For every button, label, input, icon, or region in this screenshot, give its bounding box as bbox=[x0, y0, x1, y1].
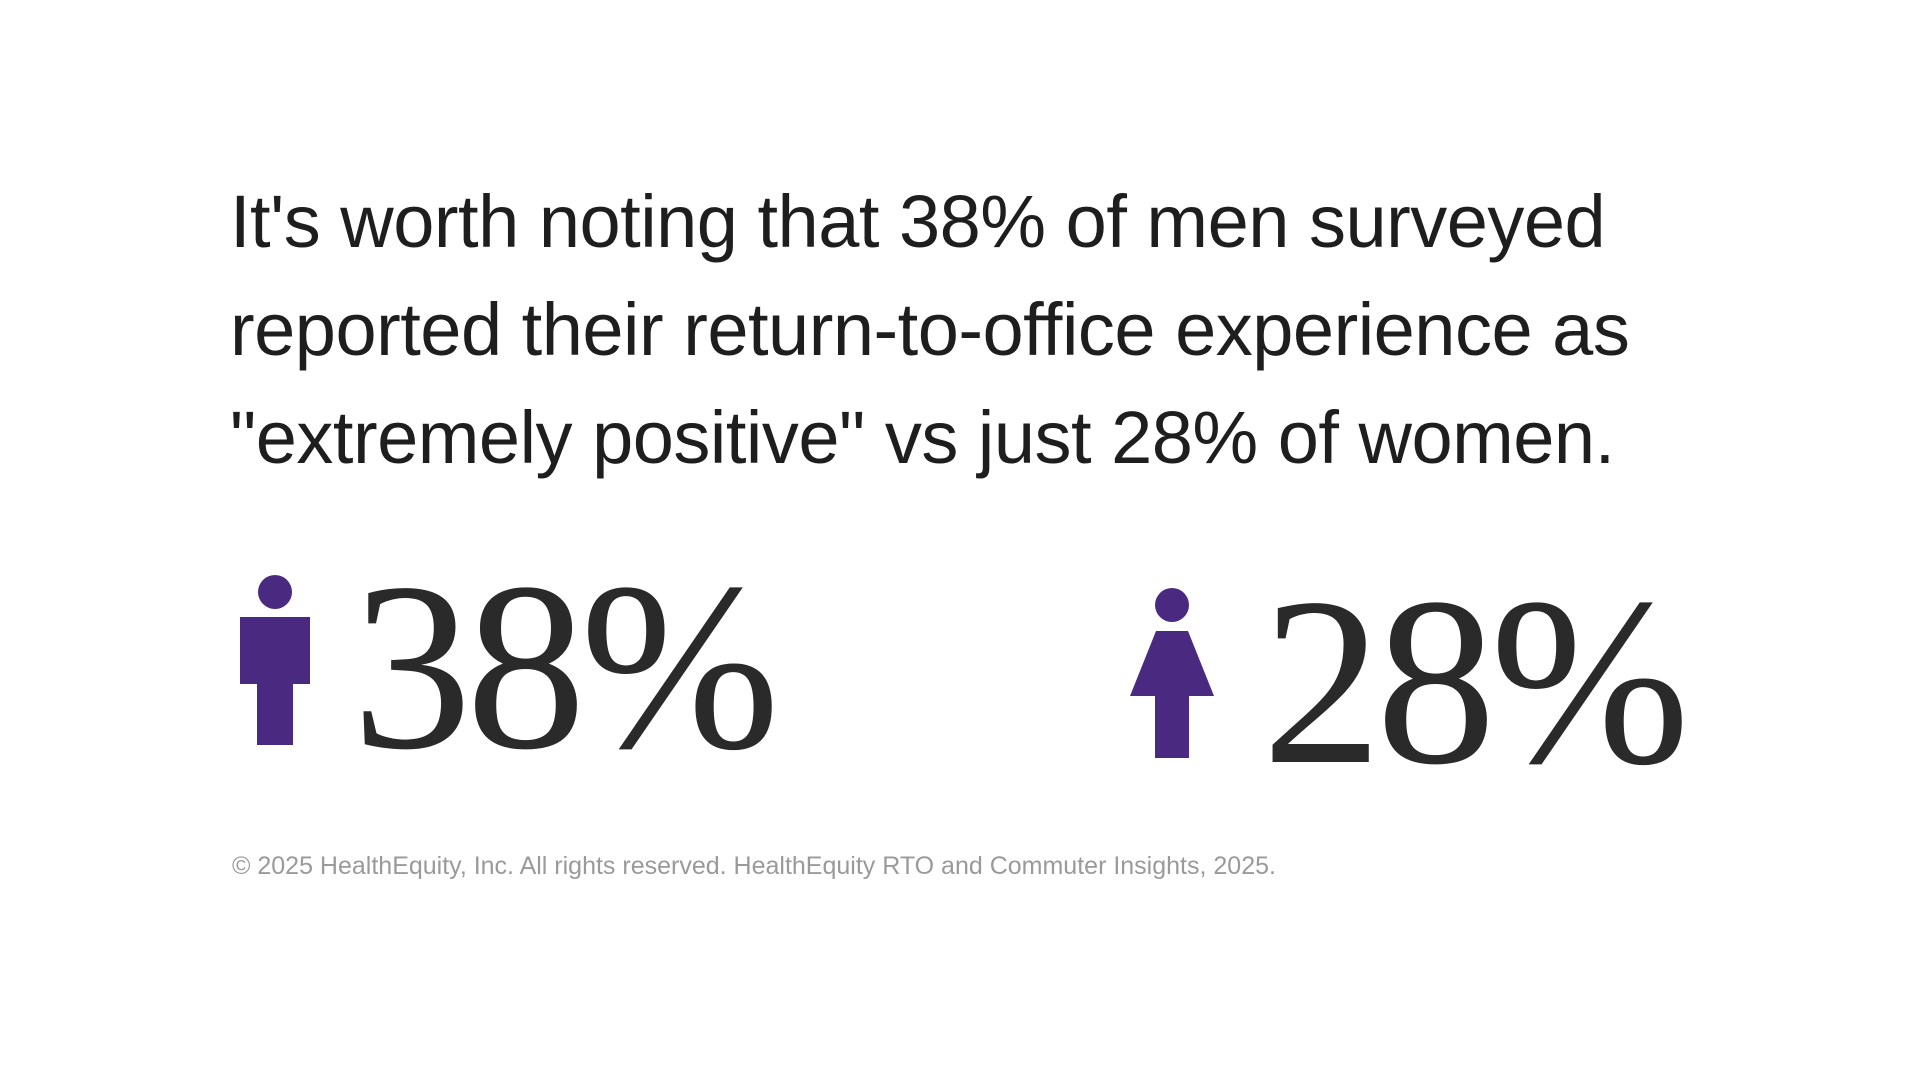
stat-value-men: 38% bbox=[352, 533, 780, 799]
woman-icon bbox=[1130, 588, 1214, 758]
man-icon bbox=[240, 575, 310, 745]
stat-value-women: 28% bbox=[1262, 548, 1690, 814]
headline: It's worth noting that 38% of men survey… bbox=[230, 180, 1630, 479]
copyright-footer: © 2025 HealthEquity, Inc. All rights res… bbox=[232, 852, 1276, 880]
